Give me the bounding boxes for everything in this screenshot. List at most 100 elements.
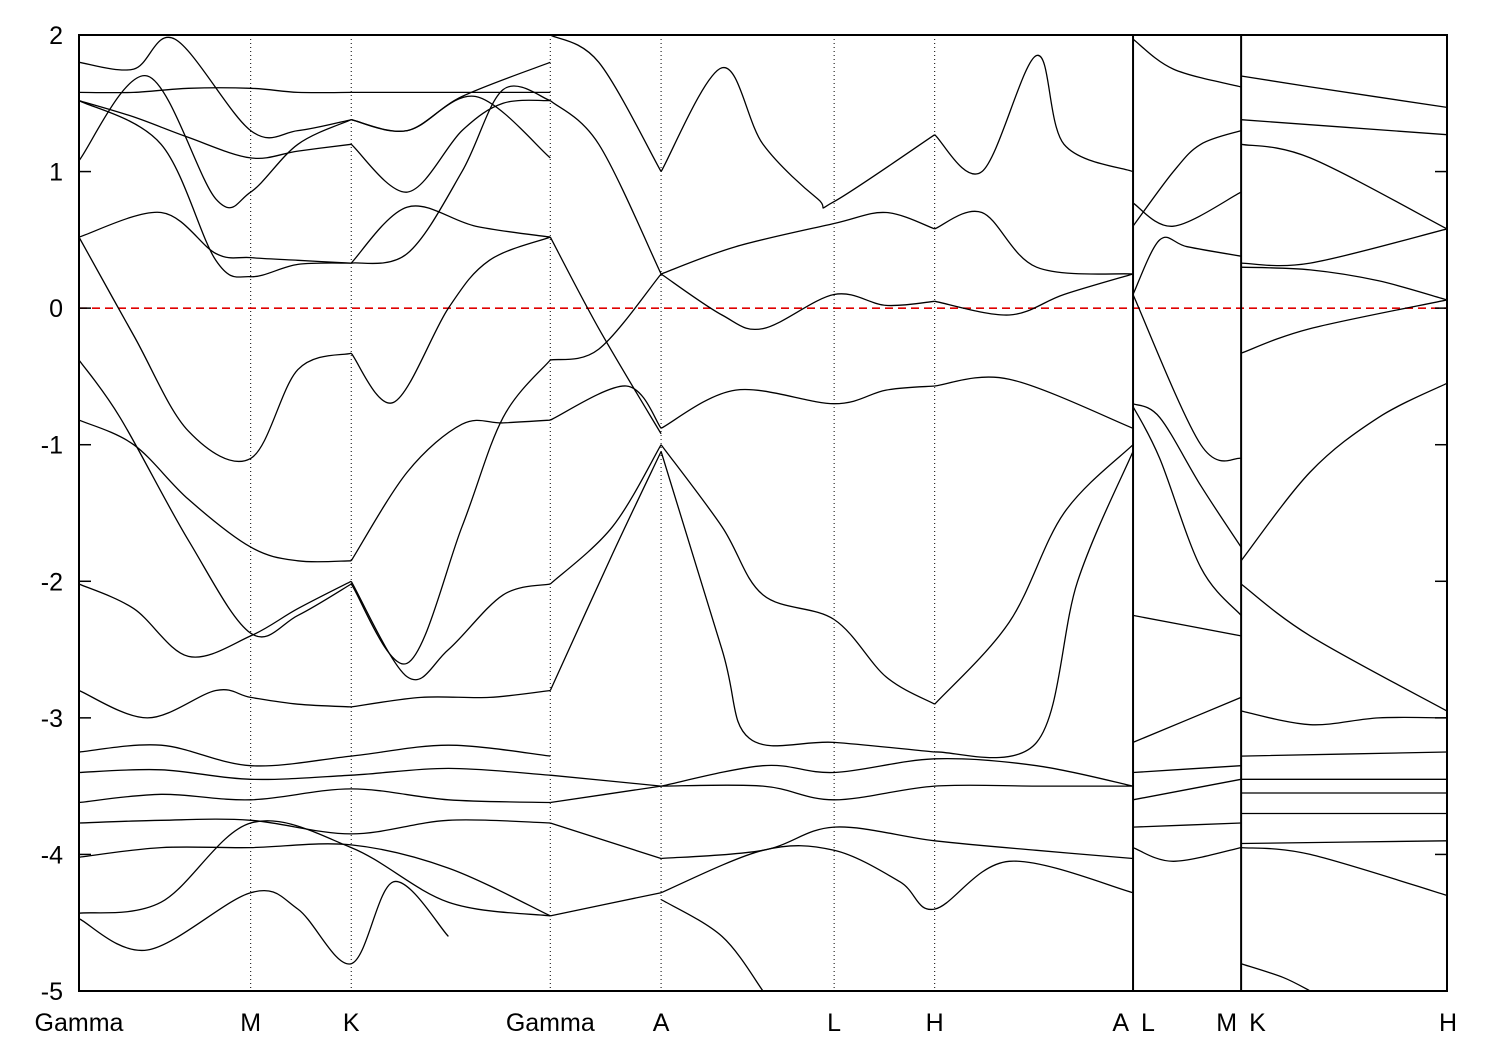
y-tick-label: -2 [41,568,63,596]
band-line [660,444,936,705]
band-line [1241,846,1447,897]
band-line [1132,38,1242,88]
band-line [79,881,449,965]
band-line [351,85,551,265]
x-tick-label: L [827,1009,841,1037]
band-line [1132,406,1242,616]
band-line [79,843,551,917]
band-lines [79,35,1447,991]
y-tick-label: 1 [49,159,63,187]
band-line [1240,710,1447,726]
y-axis-ticks: 2 1 0 -1 -2 -3 -4 -5 [41,22,1447,1006]
x-tick-label: H [1439,1009,1457,1037]
band-line [79,211,352,264]
y-tick-label: -4 [41,841,63,869]
band-line [79,744,551,767]
band-line [79,236,352,463]
band-line [550,785,662,804]
band-line [934,451,1134,759]
band-line [1132,614,1242,637]
band-line [350,99,551,193]
band-line [79,788,551,804]
band-line [550,385,662,429]
x-tick-label: K [343,1009,360,1037]
band-line [79,767,551,781]
band-line [549,35,662,172]
y-tick-label: -3 [41,705,63,733]
band-line [934,444,1134,705]
band-line [350,236,551,404]
band-line [549,236,662,435]
x-tick-label: H [926,1009,944,1037]
band-line [1132,129,1242,227]
band-line [660,757,1134,787]
band-line [1240,583,1447,712]
band-line [1132,822,1242,828]
band-line [1132,778,1242,801]
band-line [660,845,1134,910]
band-line [934,376,1134,429]
band-line [79,689,352,719]
band-line [79,820,551,917]
band-line [79,87,352,94]
band-line [351,689,551,708]
band-line [1240,75,1447,109]
band-line [79,75,352,209]
y-tick-label: 2 [49,22,63,50]
band-line [660,898,764,991]
band-line [1241,751,1447,757]
band-line [1132,294,1242,462]
band-line [549,100,662,275]
band-line [934,273,1134,316]
band-line [1241,228,1447,267]
x-tick-label: Gamma [506,1009,595,1037]
band-line [661,826,1134,860]
band-line [1132,765,1242,774]
band-line [660,451,935,753]
x-tick-label: L [1141,1009,1155,1037]
band-line [1241,266,1447,301]
band-line [79,580,352,658]
band-line [1240,143,1447,230]
band-line [79,100,352,278]
band-line [350,580,551,681]
band-line [79,359,352,638]
x-axis-ticks: Gamma M K Gamma A L H A L M K H [35,1009,1457,1037]
band-line [550,273,662,361]
band-line [1241,119,1447,136]
plot-frame [78,34,1448,992]
y-tick-label: -5 [41,978,63,1006]
band-line [660,211,935,275]
band-line [350,205,551,264]
band-line [550,892,662,917]
band-line [934,54,1134,175]
band-line [79,99,352,160]
y-tick-label: 0 [49,295,63,323]
band-line [351,95,551,159]
band-line [549,444,662,585]
band-line [550,774,662,787]
band-line [660,67,936,209]
band-line [934,210,1134,275]
band-line [661,784,1133,801]
band-line [350,419,551,562]
band-line [1132,846,1242,862]
band-line [79,36,352,139]
band-line [351,61,551,132]
band-line [1240,963,1311,991]
x-tick-label: A [1112,1009,1129,1037]
band-line [1132,236,1242,295]
band-line [1132,191,1242,227]
kpoint-gridlines [250,35,936,991]
band-line [79,419,352,563]
band-line [1132,403,1242,548]
x-tick-label: M [240,1009,261,1037]
band-line [550,822,662,860]
band-line [1241,840,1447,845]
band-line [1240,382,1447,562]
segment-break-lines [1132,35,1243,991]
x-tick-label: K [1249,1009,1266,1037]
x-tick-label: A [653,1009,670,1037]
band-line [1132,696,1242,744]
